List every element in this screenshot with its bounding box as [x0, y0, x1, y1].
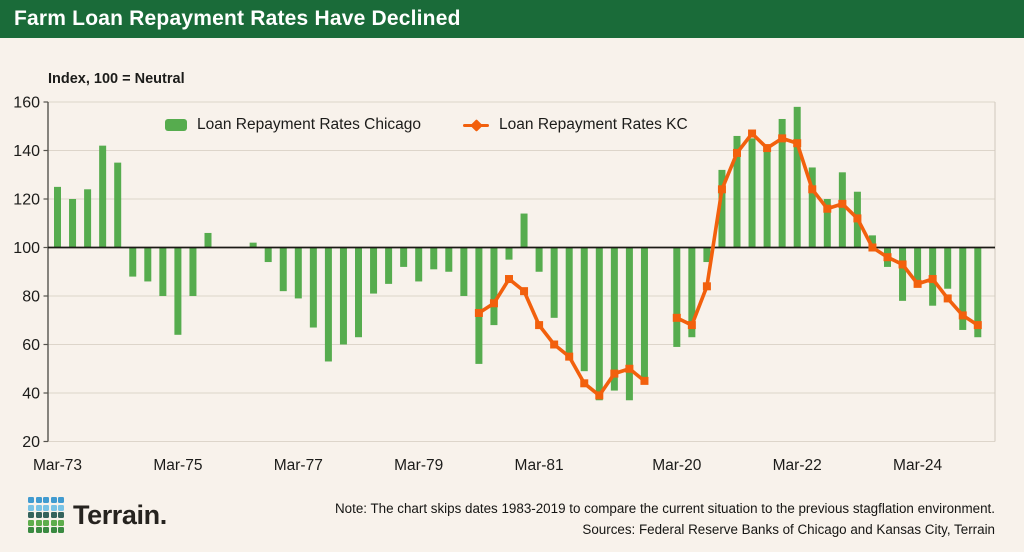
svg-text:100: 100 [13, 240, 40, 257]
svg-text:120: 120 [13, 192, 40, 209]
terrain-logo: Terrain. [28, 497, 167, 533]
kc-line-marker-icon [463, 118, 490, 132]
terrain-wordmark: Terrain. [73, 499, 167, 530]
legend-label-chicago: Loan Repayment Rates Chicago [197, 116, 422, 133]
legend-label-kc: Loan Repayment Rates KC [499, 116, 688, 133]
svg-text:Mar-75: Mar-75 [153, 457, 202, 474]
svg-text:Mar-73: Mar-73 [33, 457, 82, 474]
chicago-bar-swatch-icon [165, 119, 187, 131]
chart-title: Farm Loan Repayment Rates Have Declined [14, 7, 461, 30]
terrain-grid-icon [28, 497, 64, 533]
svg-text:140: 140 [13, 143, 40, 160]
svg-text:60: 60 [22, 337, 40, 354]
svg-text:Mar-20: Mar-20 [652, 457, 701, 474]
svg-text:Mar-77: Mar-77 [274, 457, 323, 474]
title-bar: Farm Loan Repayment Rates Have Declined [0, 0, 1024, 38]
y-axis-unit-label: Index, 100 = Neutral [48, 71, 185, 87]
svg-text:80: 80 [22, 289, 40, 306]
svg-text:20: 20 [22, 434, 40, 451]
footer-notes: Note: The chart skips dates 1983-2019 to… [335, 498, 995, 540]
legend-item-kc[interactable]: Loan Repayment Rates KC [463, 116, 688, 134]
svg-text:Mar-81: Mar-81 [515, 457, 564, 474]
sources-note: Sources: Federal Reserve Banks of Chicag… [582, 522, 995, 537]
legend-item-chicago[interactable]: Loan Repayment Rates Chicago [165, 116, 421, 134]
svg-text:Mar-24: Mar-24 [893, 457, 942, 474]
svg-text:160: 160 [13, 95, 40, 112]
svg-text:Mar-79: Mar-79 [394, 457, 443, 474]
chart-legend: Loan Repayment Rates Chicago Loan Repaym… [165, 116, 688, 134]
svg-text:40: 40 [22, 386, 40, 403]
svg-text:Mar-22: Mar-22 [773, 457, 822, 474]
chart-note: Note: The chart skips dates 1983-2019 to… [335, 501, 995, 516]
